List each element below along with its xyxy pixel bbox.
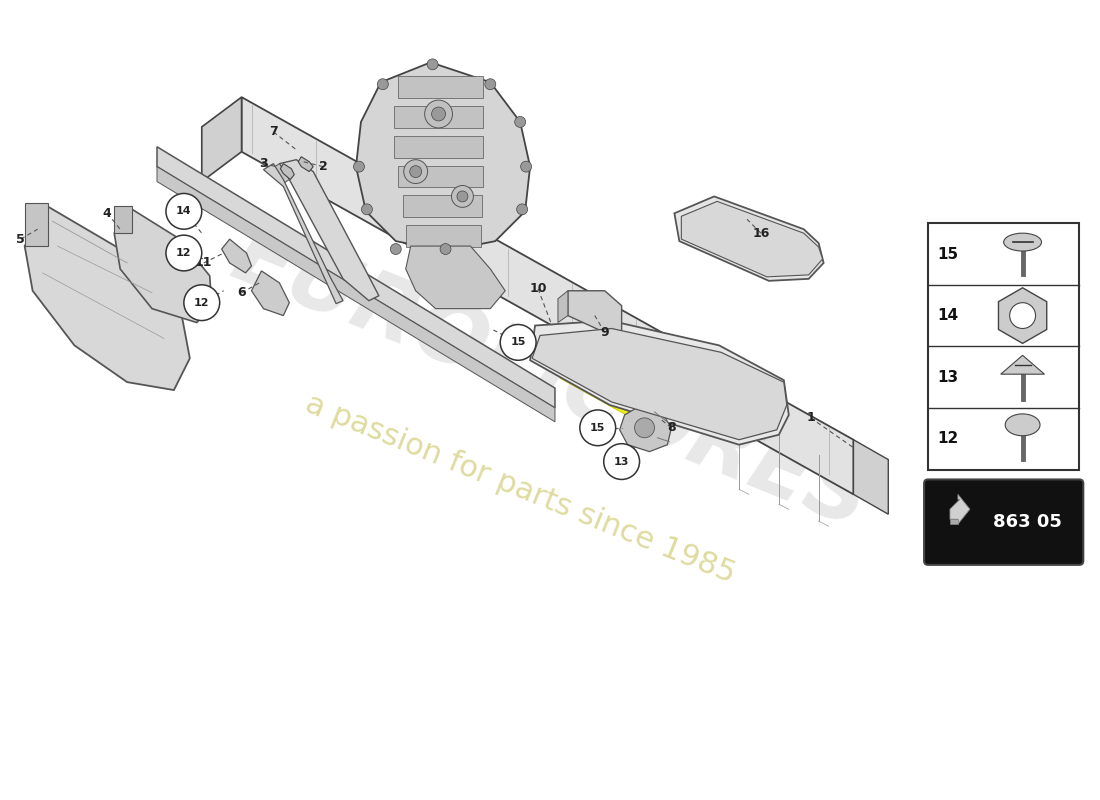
Polygon shape [674, 197, 824, 281]
Text: EUROLICORES: EUROLICORES [220, 214, 880, 546]
Text: 14: 14 [176, 206, 191, 216]
Bar [406, 226, 481, 247]
Circle shape [404, 160, 428, 183]
Text: 15: 15 [937, 246, 958, 262]
Bar [398, 166, 483, 187]
Polygon shape [298, 157, 314, 171]
Circle shape [520, 161, 531, 172]
Ellipse shape [1003, 233, 1042, 251]
Text: 8: 8 [667, 422, 675, 434]
Circle shape [1010, 302, 1035, 329]
Text: 11: 11 [195, 257, 212, 270]
Bar [394, 106, 483, 128]
Polygon shape [406, 246, 505, 309]
Polygon shape [114, 210, 211, 322]
Polygon shape [157, 146, 556, 408]
Polygon shape [530, 321, 789, 445]
Circle shape [440, 243, 451, 254]
Circle shape [425, 100, 452, 128]
Circle shape [515, 117, 526, 127]
Polygon shape [568, 290, 622, 333]
Bar [398, 76, 483, 98]
Polygon shape [681, 202, 823, 277]
Polygon shape [560, 366, 649, 428]
Polygon shape [999, 288, 1047, 343]
Circle shape [580, 410, 616, 446]
Circle shape [517, 204, 528, 214]
Circle shape [456, 191, 468, 202]
Polygon shape [854, 440, 889, 514]
Circle shape [390, 243, 402, 254]
Polygon shape [1001, 355, 1045, 374]
Text: 12: 12 [176, 248, 191, 258]
Text: 863 05: 863 05 [993, 513, 1062, 531]
Polygon shape [222, 239, 252, 273]
Polygon shape [264, 164, 343, 304]
Text: 9: 9 [601, 326, 609, 339]
Circle shape [409, 166, 421, 178]
Circle shape [427, 59, 438, 70]
Text: 5: 5 [16, 233, 25, 246]
Circle shape [362, 204, 373, 214]
Text: a passion for parts since 1985: a passion for parts since 1985 [301, 390, 739, 589]
Circle shape [485, 78, 496, 90]
Text: 12: 12 [194, 298, 209, 308]
Ellipse shape [1005, 414, 1040, 436]
Polygon shape [242, 97, 854, 494]
Polygon shape [114, 206, 132, 233]
Circle shape [377, 78, 388, 90]
Polygon shape [274, 164, 289, 183]
Polygon shape [24, 203, 47, 246]
Polygon shape [532, 329, 786, 440]
FancyBboxPatch shape [924, 479, 1084, 565]
Polygon shape [252, 271, 289, 315]
Polygon shape [950, 519, 958, 524]
Text: 7: 7 [270, 126, 278, 138]
Text: 4: 4 [103, 207, 111, 220]
Polygon shape [280, 164, 295, 179]
Polygon shape [24, 206, 190, 390]
Polygon shape [157, 166, 556, 422]
Polygon shape [356, 62, 530, 251]
Circle shape [604, 444, 639, 479]
Bar [394, 136, 483, 158]
Text: 14: 14 [937, 308, 958, 323]
Text: 6: 6 [238, 286, 246, 299]
Circle shape [451, 186, 473, 207]
Text: 3: 3 [260, 157, 267, 170]
Text: 2: 2 [319, 160, 328, 173]
Circle shape [353, 161, 364, 172]
Circle shape [500, 325, 536, 360]
Polygon shape [201, 97, 242, 182]
Text: 13: 13 [937, 370, 958, 385]
Bar [928, 223, 1079, 470]
Circle shape [635, 418, 654, 438]
Text: 15: 15 [510, 338, 526, 347]
Text: 10: 10 [529, 282, 547, 295]
Text: 16: 16 [752, 226, 770, 240]
Circle shape [166, 235, 201, 271]
Polygon shape [950, 494, 970, 524]
Polygon shape [279, 160, 378, 301]
Text: 12: 12 [937, 431, 958, 446]
Circle shape [184, 285, 220, 321]
Polygon shape [619, 405, 671, 452]
Text: 15: 15 [590, 423, 605, 433]
Text: 13: 13 [614, 457, 629, 466]
Text: 1: 1 [806, 411, 815, 424]
Circle shape [166, 194, 201, 229]
Circle shape [431, 107, 446, 121]
Bar [403, 195, 482, 218]
Polygon shape [558, 290, 568, 322]
